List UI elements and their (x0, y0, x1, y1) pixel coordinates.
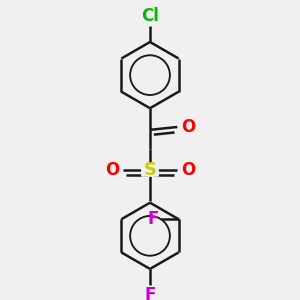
Text: O: O (181, 160, 195, 178)
Text: S: S (143, 160, 157, 178)
Text: F: F (144, 286, 156, 300)
Text: O: O (181, 118, 195, 136)
FancyBboxPatch shape (141, 162, 159, 177)
Text: Cl: Cl (141, 7, 159, 25)
Text: O: O (105, 160, 119, 178)
Text: F: F (148, 210, 159, 228)
